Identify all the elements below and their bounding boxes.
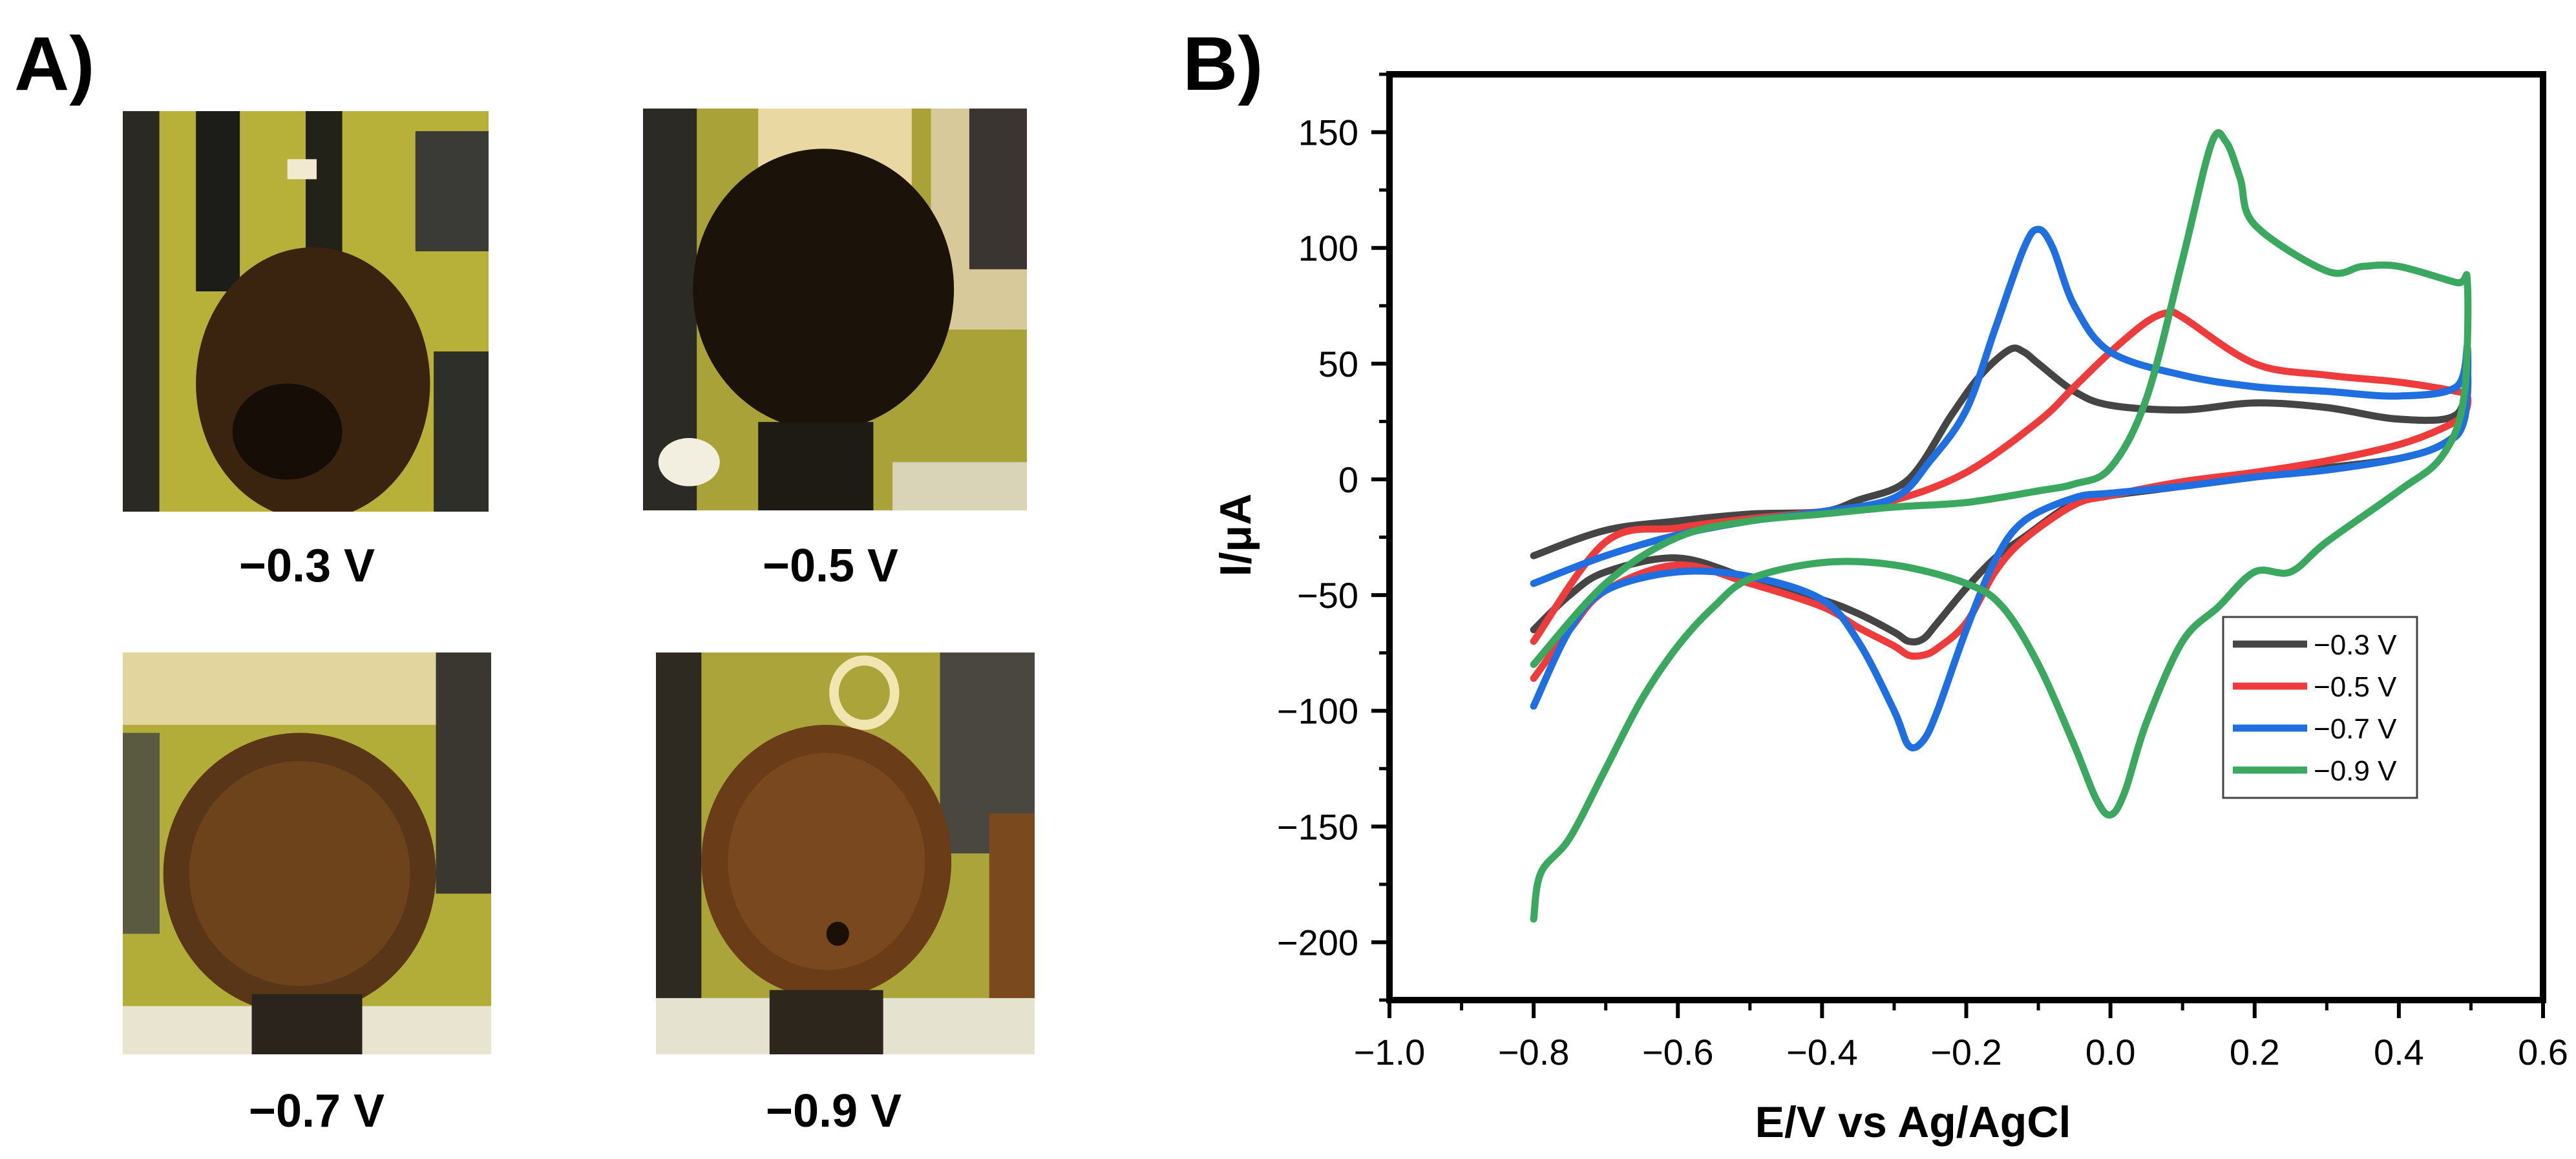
electrode-photo-0.7V (123, 653, 491, 1054)
x-tick-label: −0.4 (1786, 1032, 1858, 1072)
x-tick-label: 0.0 (2085, 1032, 2136, 1072)
y-tick-label: −100 (1277, 691, 1358, 731)
plot-frame (1386, 71, 2546, 1003)
photo-caption-0.5V: −0.5 V (762, 540, 899, 592)
electrode-photo-0.9V (656, 653, 1035, 1054)
photo-caption-0.9V: −0.9 V (765, 1085, 902, 1137)
y-tick-label: 100 (1298, 228, 1358, 269)
x-tick-label: −0.2 (1930, 1032, 2002, 1072)
panel-b-label: B) (1183, 21, 1263, 107)
y-axis-label: I/μA (1211, 494, 1260, 577)
legend-box (2222, 616, 2418, 799)
electrode-photo-0.5V (643, 109, 1027, 510)
series-line-1 (1530, 308, 2472, 682)
legend: −0.3 V −0.5 V −0.7 V −0.9 V (2222, 616, 2418, 799)
panel-a-label: A) (14, 21, 95, 107)
y-tick-label: −50 (1297, 575, 1358, 616)
x-tick-label: 0.4 (2374, 1032, 2424, 1072)
x-tick-label: −0.8 (1498, 1032, 1570, 1072)
y-tick-label: −200 (1277, 922, 1358, 963)
axis-ticks (1371, 72, 2545, 1018)
x-tick-label: 0.2 (2230, 1032, 2280, 1072)
y-tick-label: 0 (1338, 459, 1358, 500)
x-tick-label: 0.6 (2518, 1032, 2568, 1072)
tick-labels: −1.0 −0.8 −0.6 −0.4 −0.2 0.0 0.2 0.4 0.6 −200 −150… (1277, 112, 2568, 1072)
y-tick-label: 150 (1298, 112, 1358, 153)
legend-label: −0.9 V (2314, 755, 2397, 787)
electrode-photo-0.3V (123, 111, 489, 512)
x-tick-label: −1.0 (1354, 1032, 1426, 1072)
photo-caption-0.3V: −0.3 V (238, 540, 375, 592)
y-tick-label: 50 (1318, 344, 1358, 384)
series-line-3 (1530, 129, 2472, 923)
photo-caption-0.7V: −0.7 V (248, 1085, 385, 1137)
series-line-2 (1530, 225, 2472, 751)
x-axis-label: E/V vs Ag/AgCl (1755, 1098, 2071, 1147)
y-tick-label: −150 (1277, 806, 1358, 847)
legend-label: −0.5 V (2314, 671, 2397, 703)
legend-label: −0.7 V (2314, 713, 2397, 745)
series-line-0 (1530, 344, 2472, 646)
x-tick-label: −0.6 (1642, 1032, 1714, 1072)
plot-series (1530, 129, 2472, 923)
legend-label: −0.3 V (2314, 629, 2397, 661)
